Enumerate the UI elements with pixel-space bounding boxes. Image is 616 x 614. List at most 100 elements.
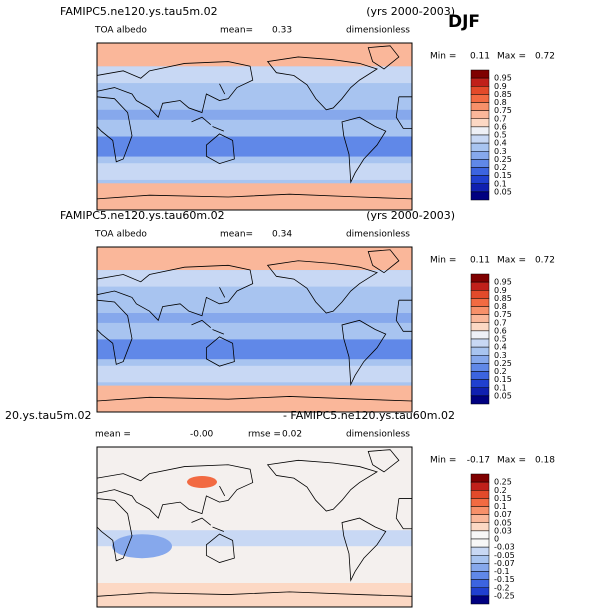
panel-title-right: (yrs 2000-2003) (366, 5, 455, 18)
colorbar-box (470, 595, 490, 605)
map-band (97, 136, 412, 157)
colorbar-box (470, 571, 490, 580)
colorbar-label: 0.4 (494, 343, 507, 352)
colorbar-box (470, 110, 490, 119)
colorbar-label: 0.25 (494, 155, 512, 164)
subtitle: dimensionless (346, 230, 410, 240)
colorbar-label: 0.75 (494, 310, 512, 319)
colorbar-label: 0.1 (494, 502, 507, 511)
colorbar-label: 0.7 (494, 114, 507, 123)
colorbar-label: 0.6 (494, 326, 507, 335)
min-value: -0.17 (467, 456, 490, 466)
colorbar-box (470, 322, 490, 332)
colorbar-label: 0 (494, 535, 499, 544)
colorbar-label: 0.05 (494, 187, 512, 196)
colorbar-box (470, 473, 490, 483)
colorbar-label: -0.15 (494, 575, 515, 584)
colorbar-label: 0.2 (494, 163, 507, 172)
map-patch (112, 534, 172, 559)
map (96, 246, 413, 413)
colorbar-box (470, 530, 490, 540)
map-band (97, 163, 412, 180)
map (96, 42, 413, 211)
subtitle: 0.34 (272, 230, 292, 240)
colorbar-box (470, 522, 490, 532)
subtitle: -0.00 (190, 430, 214, 440)
max-value: 0.18 (535, 456, 555, 466)
colorbar-label: -0.25 (494, 591, 515, 600)
min-value: 0.11 (470, 256, 490, 266)
subtitle: 0.02 (282, 430, 302, 440)
colorbar-box (470, 159, 490, 168)
colorbar-label: 0.5 (494, 335, 507, 344)
colorbar-box (470, 363, 490, 372)
colorbar-box (470, 371, 490, 380)
map-band (97, 66, 412, 84)
colorbar-label: 0.03 (494, 526, 512, 535)
colorbar-label: 0.07 (494, 510, 512, 519)
subtitle: rmse = (248, 430, 281, 440)
max-value: 0.72 (535, 256, 555, 266)
colorbar-box (470, 506, 490, 515)
colorbar-box (470, 314, 490, 323)
panel-title-left: FAMIPC5.ne120.ys.tau5m.02 (60, 5, 218, 18)
colorbar-box (470, 355, 490, 364)
map-band (97, 583, 412, 607)
colorbar-box (470, 330, 490, 340)
map-frame (96, 446, 413, 608)
colorbar-box (470, 490, 490, 499)
subtitle: mean= (220, 230, 253, 240)
colorbar-box (470, 183, 490, 193)
map-band (97, 339, 412, 360)
colorbar-box (470, 481, 490, 491)
colorbar-box (470, 69, 490, 79)
colorbar-box (470, 290, 490, 299)
colorbar-box (470, 587, 490, 597)
map-frame (96, 246, 413, 413)
colorbar-label: 0.05 (494, 391, 512, 400)
map-band (97, 183, 412, 210)
colorbar-box (470, 118, 490, 128)
colorbar-label: 0.15 (494, 375, 512, 384)
colorbar-box (470, 546, 490, 556)
colorbar-label: 0.25 (494, 359, 512, 368)
colorbar-label: 0.95 (494, 278, 512, 287)
min-value: 0.11 (470, 52, 490, 62)
colorbar-label: 0.3 (494, 351, 507, 360)
colorbar-box (470, 77, 490, 87)
colorbar-box (470, 514, 490, 523)
subtitle: dimensionless (346, 430, 410, 440)
subtitle: mean = (95, 430, 131, 440)
colorbar-label: -0.07 (494, 559, 515, 568)
colorbar-label: 0.8 (494, 98, 507, 107)
colorbar-box (470, 379, 490, 388)
subtitle: TOA albedo (94, 230, 147, 240)
colorbar-box (470, 102, 490, 111)
min-label: Min = (430, 52, 456, 62)
colorbar-box (470, 281, 490, 291)
subtitle: dimensionless (346, 26, 410, 36)
colorbar-label: 0.2 (494, 367, 507, 376)
colorbar-label: 0.85 (494, 294, 512, 303)
max-label: Max = (497, 52, 526, 62)
colorbar-label: 0.15 (494, 494, 512, 503)
map-frame (96, 42, 413, 211)
colorbar-box (470, 175, 490, 184)
colorbar-label: 0.7 (494, 318, 507, 327)
colorbar-label: 0.6 (494, 122, 507, 131)
colorbar-box (470, 395, 490, 405)
colorbar-label: -0.03 (494, 543, 515, 552)
map (96, 446, 413, 608)
colorbar-label: 0.05 (494, 518, 512, 527)
colorbar-box (470, 167, 490, 176)
colorbar-label: -0.2 (494, 583, 510, 592)
colorbar-label: 0.1 (494, 383, 507, 392)
map-band (97, 365, 412, 383)
map-band (97, 247, 412, 271)
panel-title-right: - FAMIPC5.ne120.ys.tau60m.02 (283, 409, 455, 422)
colorbar-label: 0.25 (494, 478, 512, 487)
colorbar-box (470, 498, 490, 507)
map-band (97, 109, 412, 120)
colorbar-box (470, 191, 490, 201)
